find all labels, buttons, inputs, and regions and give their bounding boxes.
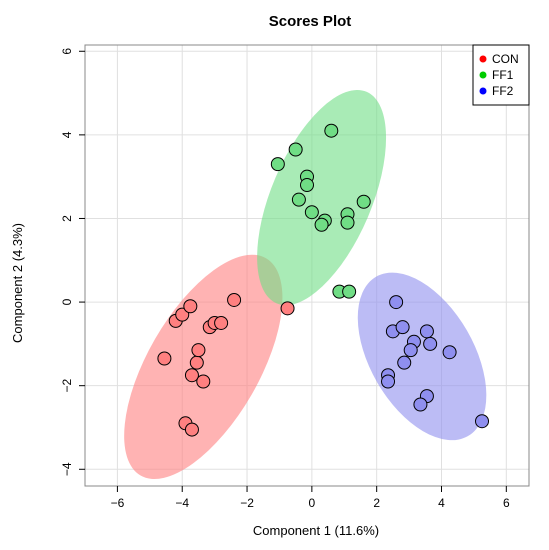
x-axis-label: Component 1 (11.6%): [253, 523, 379, 538]
point-ff1: [300, 178, 314, 193]
point-ff2: [403, 343, 418, 358]
chart-title: Scores Plot: [269, 13, 352, 30]
x-tick-label: 6: [503, 496, 510, 510]
point-ff1: [270, 157, 285, 172]
point-ff1: [342, 284, 357, 299]
legend-marker-ff1: [479, 71, 487, 79]
point-ff2: [413, 397, 428, 412]
point-con: [184, 368, 199, 383]
legend-label-ff1: FF1: [492, 68, 514, 82]
point-ff2: [423, 336, 438, 351]
x-tick-label: −4: [175, 496, 189, 510]
x-tick-label: 0: [309, 496, 316, 510]
point-ff2: [381, 374, 396, 389]
x-tick-label: 2: [373, 496, 380, 510]
y-tick-label: −2: [60, 379, 74, 393]
x-axis: −6 −4 −2 0 2 4 6: [111, 486, 510, 510]
ellipse-ff2: [357, 272, 487, 441]
y-tick-label: 6: [60, 48, 74, 55]
point-ff2: [389, 295, 404, 310]
x-tick-label: −2: [240, 496, 254, 510]
point-ff1: [291, 192, 306, 207]
y-axis-label: Component 2 (4.3%): [10, 223, 25, 343]
y-axis: −4 −2 0 2 4 6: [60, 48, 85, 476]
point-con: [175, 307, 190, 322]
point-ff1: [288, 142, 303, 157]
point-ff1: [356, 194, 371, 209]
legend-marker-con: [479, 55, 487, 63]
point-ff2: [442, 345, 457, 360]
x-tick-label: −6: [111, 496, 125, 510]
point-ff1: [304, 205, 319, 220]
point-ff2: [475, 414, 490, 429]
point-ff2: [397, 355, 412, 370]
point-con: [280, 301, 295, 316]
legend-label-con: CON: [492, 52, 519, 66]
y-tick-label: 4: [60, 131, 74, 138]
x-tick-label: 4: [438, 496, 445, 510]
ellipse-con: [124, 254, 283, 479]
legend-label-ff2: FF2: [492, 84, 514, 98]
confidence-ellipses: [124, 89, 487, 479]
y-tick-label: −4: [60, 462, 74, 476]
point-ff1: [340, 215, 355, 230]
point-ff2: [395, 320, 410, 335]
data-points: [157, 123, 490, 437]
plot-border: [84, 44, 530, 487]
point-con: [189, 355, 204, 370]
legend-marker-ff2: [479, 87, 487, 95]
point-con: [183, 299, 198, 314]
legend: CON FF1 FF2: [472, 44, 530, 106]
y-tick-label: 0: [60, 298, 74, 305]
point-ff1: [324, 123, 339, 138]
point-con: [191, 343, 206, 358]
point-con: [184, 422, 199, 437]
point-con: [214, 315, 229, 330]
point-ff2: [419, 324, 434, 339]
point-ff1: [314, 217, 329, 232]
ellipse-ff1: [257, 89, 387, 306]
point-con: [196, 374, 211, 389]
point-con: [227, 292, 242, 307]
y-tick-label: 2: [60, 215, 74, 222]
point-con: [157, 351, 172, 366]
